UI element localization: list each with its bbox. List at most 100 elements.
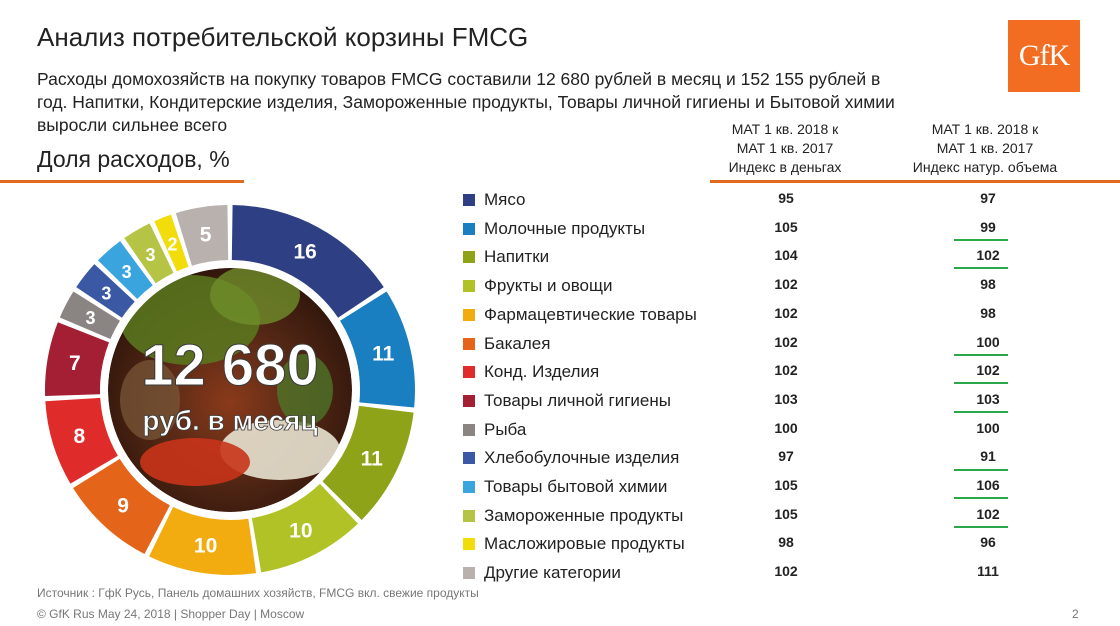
legend-label: Другие категории [484, 563, 621, 583]
herbs-decoration [210, 268, 300, 325]
legend-swatch [463, 509, 475, 522]
page-title: Анализ потребительской корзины FMCG [37, 22, 529, 52]
column-header-line: МАТ 1 кв. 2017 [736, 140, 834, 156]
legend-swatch [463, 337, 475, 350]
legend-label: Фармацевтические товары [484, 304, 697, 324]
spice-decoration [140, 438, 250, 486]
column-header-line: МАТ 1 кв. 2018 к [931, 121, 1039, 137]
bowl-decoration [220, 420, 340, 480]
legend-item: Напитки [463, 247, 549, 267]
legend-item: Молочные продукты [463, 219, 645, 239]
money-index-value: 100 [774, 419, 798, 436]
money-index-value: 105 [774, 218, 798, 235]
source-note: Источник : ГфК Русь, Панель домашних хоз… [37, 586, 479, 600]
legend-item: Конд. Изделия [463, 362, 599, 382]
growth-highlight-line [954, 525, 1008, 528]
money-index-value: 105 [774, 477, 798, 493]
legend-item: Другие категории [463, 563, 621, 583]
money-index-value: 102 [774, 563, 798, 580]
legend-swatch [463, 394, 475, 407]
donut-slice [73, 458, 170, 555]
legend-item: Товары бытовой химии [463, 477, 667, 497]
money-index-value: 97 [778, 448, 794, 465]
divider-left [0, 180, 244, 183]
volume-index-value: 102 [976, 505, 1000, 522]
money-index-value: 103 [774, 390, 798, 407]
donut-slice [76, 264, 135, 318]
slice-label: 3 [146, 245, 156, 265]
money-index-value: 98 [778, 534, 794, 551]
legend-swatch [463, 366, 475, 379]
legend-label: Напитки [484, 247, 550, 267]
legend-swatch [463, 567, 475, 580]
volume-index-value: 99 [980, 218, 996, 235]
legend-item: Фрукты и овощи [463, 276, 613, 296]
legend-item: Рыба [463, 420, 526, 440]
legend-swatch [463, 538, 475, 551]
legend-label: Масложировые продукты [484, 534, 685, 554]
volume-index-value: 103 [976, 390, 1000, 407]
donut-slice [45, 397, 118, 484]
volume-index-value: 102 [976, 362, 1000, 379]
section-title: Доля расходов, % [37, 146, 230, 172]
legend-swatch [463, 308, 475, 321]
legend-swatch [463, 423, 475, 436]
legend-label: Хлебобулочные изделия [484, 448, 680, 468]
divider-right [710, 180, 1120, 183]
volume-index-value: 98 [980, 276, 996, 293]
gfk-logo: GfK [1008, 20, 1080, 92]
slice-label: 11 [361, 448, 384, 471]
volume-index-value: 98 [980, 304, 996, 321]
growth-highlight-line [954, 497, 1008, 499]
donut-slice [59, 291, 120, 340]
growth-highlight-line [954, 267, 1008, 270]
volume-index-value: 102 [976, 247, 1000, 264]
legend-swatch [463, 222, 475, 235]
legend-label: Замороженные продукты [484, 505, 684, 525]
volume-index-value: 106 [976, 477, 1000, 493]
slice-label: 8 [73, 425, 85, 448]
column-header-volume-index: МАТ 1 кв. 2018 к МАТ 1 кв. 2017 Индекс н… [900, 120, 1070, 177]
slice-label: 11 [372, 343, 395, 366]
column-header-line: МАТ 1 кв. 2018 к [731, 121, 839, 137]
center-unit: руб. в месяц [142, 405, 317, 436]
volume-index-value: 91 [980, 448, 996, 465]
money-index-value: 105 [774, 505, 798, 522]
volume-index-value: 100 [976, 419, 1000, 436]
center-amount: 12 680 [141, 333, 318, 398]
donut-slice [45, 322, 110, 397]
basil-decoration [277, 354, 333, 426]
money-index-value: 102 [774, 304, 798, 321]
growth-highlight-line [954, 354, 1008, 357]
legend-item: Товары личной гигиены [463, 391, 671, 411]
volume-index-value: 97 [980, 190, 996, 206]
donut-slice [231, 205, 384, 318]
volume-index-value: 111 [977, 563, 999, 580]
legend-swatch [463, 194, 475, 206]
legend-item: Бакалея [463, 334, 550, 354]
slice-label: 5 [200, 223, 212, 246]
column-header-money-index: МАТ 1 кв. 2018 к МАТ 1 кв. 2017 Индекс в… [700, 120, 870, 177]
slice-label: 9 [117, 495, 129, 518]
growth-highlight-line [954, 469, 1008, 471]
column-header-line: Индекс натур. объема [912, 159, 1058, 175]
donut-slice [124, 223, 174, 284]
legend-label: Бакалея [484, 333, 551, 353]
slice-label: 16 [294, 241, 317, 264]
legend-swatch [463, 251, 475, 264]
legend-swatch [463, 481, 475, 493]
legend-label: Товары бытовой химии [484, 477, 668, 496]
legend-label: Молочные продукты [484, 218, 646, 238]
money-index-value: 102 [774, 276, 798, 293]
volume-index-value: 96 [980, 534, 996, 551]
money-index-value: 104 [774, 247, 798, 264]
legend-item: Фармацевтические товары [463, 305, 697, 325]
donut-slice [149, 506, 257, 575]
footer: © GfK Rus May 24, 2018 | Shopper Day | M… [37, 607, 305, 621]
donut-slice [97, 241, 153, 299]
slice-label: 2 [168, 234, 178, 254]
slice-label: 3 [122, 262, 132, 282]
legend-item: Замороженные продукты [463, 506, 683, 526]
money-index-value: 95 [778, 190, 794, 206]
